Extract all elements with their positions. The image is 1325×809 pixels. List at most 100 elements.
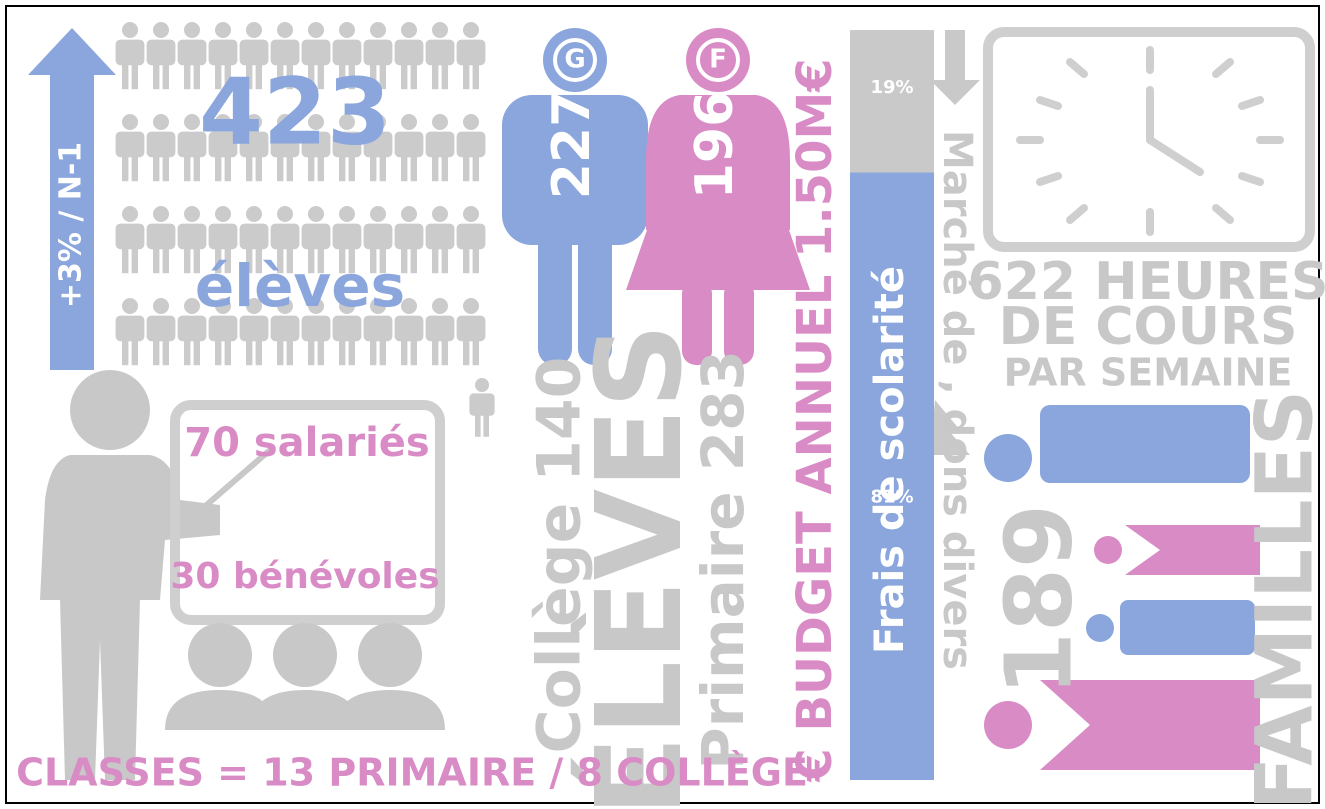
person-head (370, 206, 386, 222)
person-leg (132, 152, 138, 181)
person-leg (256, 336, 262, 365)
person-head (339, 206, 355, 222)
boys-count: 227 (542, 91, 602, 200)
person-body (457, 132, 486, 158)
growth-text: +3% / N-1 (54, 142, 89, 308)
budget-segment (850, 30, 934, 173)
hours-line3: PAR SEMAINE (1004, 351, 1293, 395)
person-leg (432, 60, 438, 89)
person-leg (411, 336, 417, 365)
person-body (426, 224, 455, 250)
person-leg (432, 336, 438, 365)
person-body (240, 224, 269, 250)
person-leg (473, 336, 479, 365)
person-leg (380, 336, 386, 365)
person-leg (184, 60, 190, 89)
person-leg (442, 244, 448, 273)
person-head (463, 114, 479, 130)
person-leg (153, 60, 159, 89)
budget-value-label: 19% (870, 77, 913, 98)
person-leg (473, 60, 479, 89)
person-body (271, 224, 300, 250)
person-leg (411, 60, 417, 89)
person-leg (122, 244, 128, 273)
employees: 70 salariés (184, 420, 429, 466)
person-body (426, 132, 455, 158)
person-head (184, 206, 200, 222)
person-head (122, 206, 138, 222)
person-leg (318, 336, 324, 365)
person-leg (463, 244, 469, 273)
hours-line2: DE COURS (999, 297, 1298, 357)
person-leg (308, 336, 314, 365)
person-body (178, 224, 207, 250)
person-head (153, 22, 169, 38)
person-leg (163, 60, 169, 89)
boys-tag: G (564, 45, 585, 75)
person-head (401, 114, 417, 130)
person-head (339, 22, 355, 38)
person-leg (163, 336, 169, 365)
person-head (475, 378, 489, 392)
person-leg (401, 336, 407, 365)
person-head (153, 114, 169, 130)
person-leg (411, 152, 417, 181)
person-head (308, 206, 324, 222)
person-body (116, 132, 145, 158)
person-head (122, 114, 138, 130)
classes: CLASSES = 13 PRIMAIRE / 8 COLLÈGE (16, 751, 808, 795)
volunteers: 30 bénévoles (170, 556, 439, 597)
person-head (463, 206, 479, 222)
person-leg (473, 244, 479, 273)
person-body (333, 224, 362, 250)
person-head (308, 22, 324, 38)
person-body (147, 316, 176, 342)
person-leg (442, 336, 448, 365)
person-leg (442, 60, 448, 89)
person-leg (132, 60, 138, 89)
person-leg (122, 152, 128, 181)
person-leg (132, 244, 138, 273)
families-label: FAMILLES (1240, 390, 1325, 809)
person-body (147, 224, 176, 250)
person-leg (349, 336, 355, 365)
person-leg (194, 336, 200, 365)
budget-title: € BUDGET ANNUEL 1.50M€ (787, 58, 843, 782)
person-leg (463, 60, 469, 89)
person-head (277, 206, 293, 222)
person-body (116, 316, 145, 342)
person-body (395, 132, 424, 158)
person-leg (483, 412, 489, 437)
person-leg (184, 336, 190, 365)
person-body (426, 316, 455, 342)
person-body (147, 132, 176, 158)
person-head (153, 206, 169, 222)
person-leg (411, 244, 417, 273)
person-body (364, 224, 393, 250)
levels-title: ÉLÈVES (570, 323, 708, 809)
person-body (116, 224, 145, 250)
person-leg (163, 152, 169, 181)
person-head (432, 114, 448, 130)
person-body (457, 316, 486, 342)
total-students: 423 (199, 58, 391, 165)
person-head (246, 206, 262, 222)
other-income-label: Marché de , dons divers (934, 130, 980, 670)
person-leg (339, 336, 345, 365)
person-body (469, 393, 494, 415)
person-leg (277, 336, 283, 365)
person-leg (432, 244, 438, 273)
person-leg (122, 336, 128, 365)
person-body (302, 224, 331, 250)
person-head (463, 298, 479, 314)
person-body (147, 40, 176, 66)
person-leg (463, 152, 469, 181)
person-leg (370, 336, 376, 365)
person-leg (184, 244, 190, 273)
person-leg (401, 60, 407, 89)
primary-count: Primaire 283 (689, 350, 757, 770)
person-head (184, 22, 200, 38)
person-body (426, 40, 455, 66)
person-leg (473, 152, 479, 181)
families-count: 189 (985, 504, 1092, 696)
